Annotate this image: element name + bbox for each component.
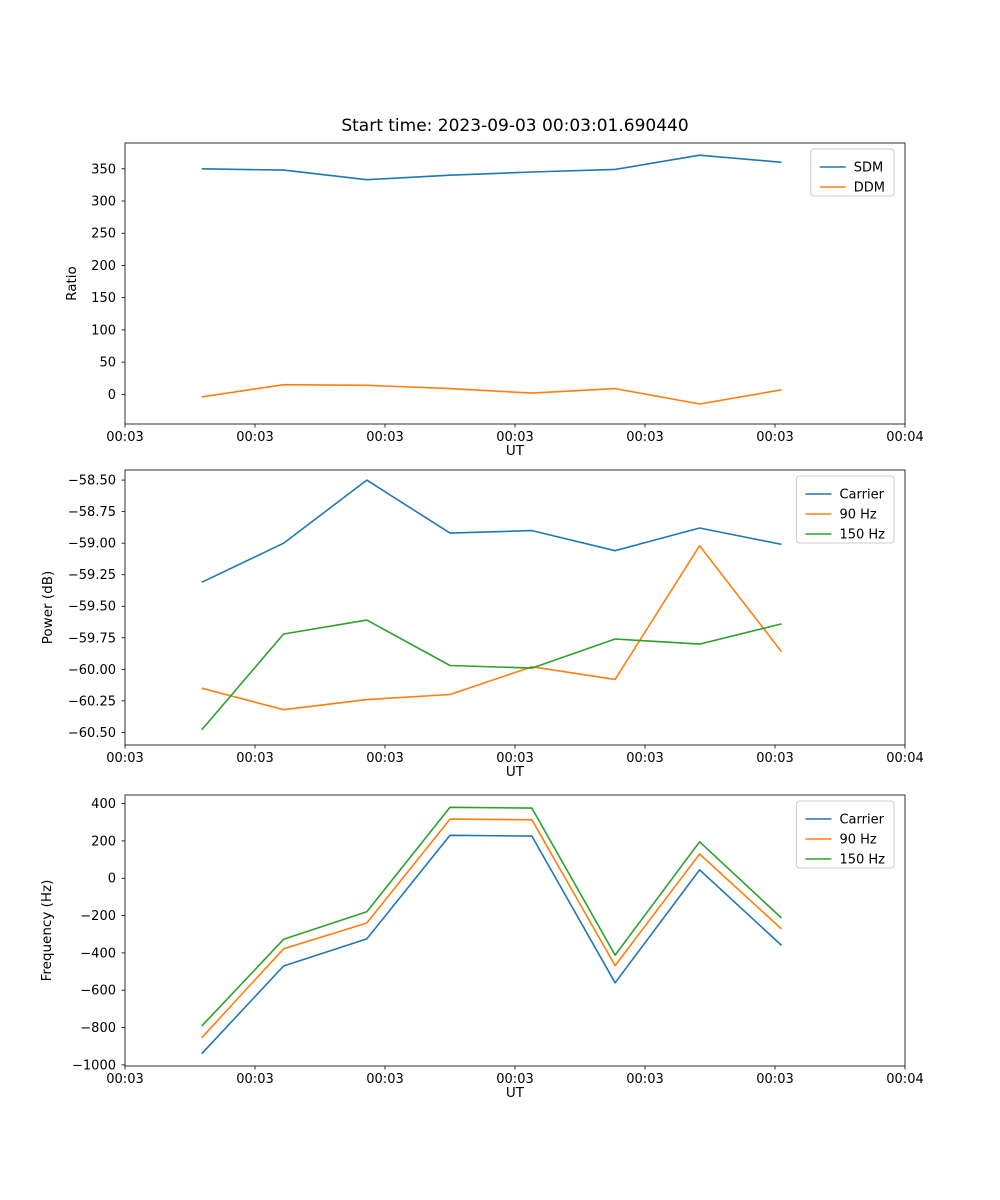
x-tick-label: 00:03 (496, 751, 533, 766)
x-tick-label: 00:03 (626, 1072, 663, 1087)
legend-label-90-hz: 90 Hz (839, 508, 876, 523)
x-tick-label: 00:03 (366, 751, 403, 766)
y-tick-label: 300 (91, 195, 116, 210)
y-tick-label: 250 (91, 227, 116, 242)
x-tick-label: 00:03 (106, 751, 143, 766)
y-tick-label: −60.50 (68, 726, 116, 741)
y-axis-label-frequency: Frequency (Hz) (39, 880, 55, 982)
x-tick-label: 00:03 (106, 430, 143, 445)
legend-box (795, 800, 895, 869)
series-line-90-hz (201, 544, 783, 711)
x-tick-label: 00:03 (366, 430, 403, 445)
y-tick-label: −1000 (72, 1058, 116, 1073)
legend-label-150-hz: 150 Hz (839, 528, 885, 543)
x-axis-label-ut-3: UT (506, 1085, 525, 1101)
series-line-carrier (201, 479, 782, 584)
legend-box (810, 148, 895, 197)
y-tick-label: −59.25 (68, 568, 116, 583)
x-tick-label: 00:04 (886, 430, 923, 445)
subplots-group: 00:03 00:03 00:03 00:03 00:03 00:03 00:04 0 50 10… (68, 142, 924, 1087)
y-tick-label: −59.00 (68, 537, 116, 552)
axes-border (124, 142, 906, 425)
x-tick-label: 00:03 (756, 751, 793, 766)
legend-label-ddm: DDM (854, 181, 885, 196)
y-axis-label-ratio: Ratio (64, 266, 80, 301)
legend-box (795, 475, 895, 544)
x-tick-label: 00:03 (496, 1072, 533, 1087)
legend-label-90-hz: 90 Hz (839, 833, 876, 848)
y-tick-label: 200 (91, 259, 116, 274)
x-tick-label: 00:03 (236, 1072, 273, 1087)
x-tick-label: 00:04 (886, 1072, 923, 1087)
legend-label-carrier: Carrier (839, 813, 884, 828)
y-tick-label: −800 (80, 1021, 116, 1036)
y-tick-label: 350 (91, 162, 116, 177)
x-tick-label: 00:03 (756, 1072, 793, 1087)
y-tick-label: 50 (99, 356, 116, 371)
y-tick-label: −58.50 (68, 474, 116, 489)
axes-border (124, 469, 906, 746)
series-line-ddm (201, 383, 782, 405)
x-axis-label-ut-1: UT (506, 443, 525, 459)
y-tick-label: −59.75 (68, 631, 116, 646)
y-tick-label: −200 (80, 909, 116, 924)
x-tick-label: 00:03 (236, 751, 273, 766)
legend-label-carrier: Carrier (839, 488, 884, 503)
series-line-sdm (201, 154, 782, 181)
series-line-90-hz (201, 818, 783, 1039)
figure-title: Start time: 2023-09-03 00:03:01.690440 (341, 116, 688, 136)
y-tick-label: −59.50 (68, 600, 116, 615)
x-tick-label: 00:04 (886, 751, 923, 766)
subplot-ratio: 00:03 00:03 00:03 00:03 00:03 00:03 00:04 0 50 10… (91, 142, 924, 445)
x-tick-label: 00:03 (756, 430, 793, 445)
y-tick-label: −600 (80, 984, 116, 999)
y-tick-label: 0 (108, 388, 116, 403)
subplot-frequency-(hz): 00:03 00:03 00:03 00:03 00:03 00:03 00:04 400 20… (72, 794, 924, 1087)
x-tick-label: 00:03 (236, 430, 273, 445)
y-tick-label: 400 (91, 797, 116, 812)
legend: Carrier 90 Hz 150 Hz (795, 800, 895, 869)
series-line-carrier (201, 834, 783, 1055)
x-tick-label: 00:03 (626, 430, 663, 445)
legend-label-sdm: SDM (854, 161, 883, 176)
axes-border (124, 794, 906, 1067)
subplot-power-(db): 00:03 00:03 00:03 00:03 00:03 00:03 00:04 −58.5… (68, 469, 924, 766)
x-tick-label: 00:03 (626, 751, 663, 766)
x-tick-label: 00:03 (366, 1072, 403, 1087)
x-tick-label: 00:03 (496, 430, 533, 445)
x-tick-label: 00:03 (106, 1072, 143, 1087)
y-tick-label: −58.75 (68, 505, 116, 520)
y-tick-label: −60.25 (68, 694, 116, 709)
y-tick-label: −400 (80, 946, 116, 961)
y-axis-label-power: Power (dB) (40, 571, 56, 644)
series-line-150-hz (201, 806, 783, 1027)
y-tick-label: 150 (91, 291, 116, 306)
legend: SDM DDM (810, 148, 895, 197)
legend-label-150-hz: 150 Hz (839, 853, 885, 868)
y-tick-label: 0 (108, 872, 116, 887)
y-tick-label: 200 (91, 834, 116, 849)
series-line-150-hz (201, 619, 782, 731)
y-tick-label: 100 (91, 323, 116, 338)
x-axis-label-ut-2: UT (506, 764, 525, 780)
y-tick-label: −60.00 (68, 663, 116, 678)
legend: Carrier 90 Hz 150 Hz (795, 475, 895, 544)
